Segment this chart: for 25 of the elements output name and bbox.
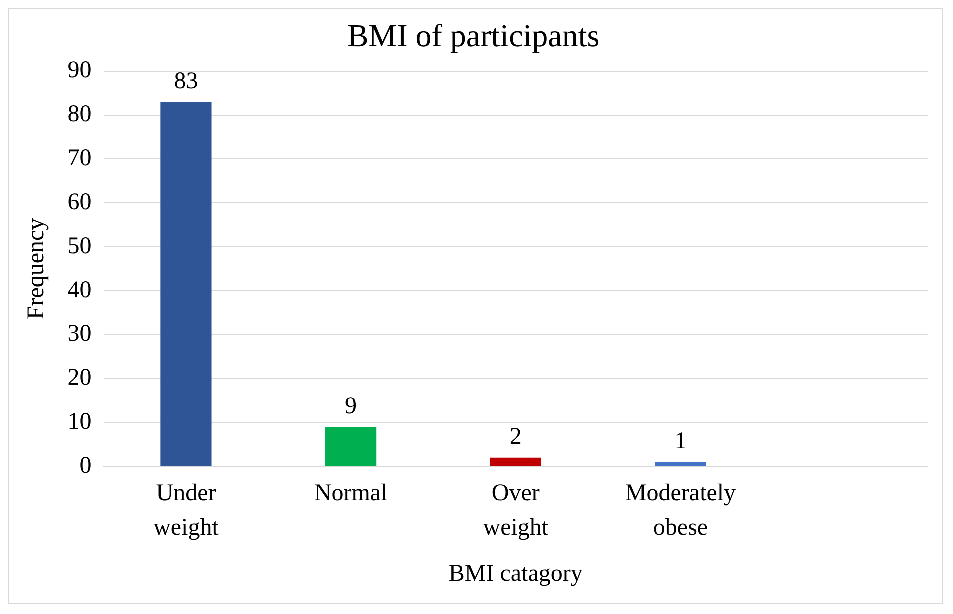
y-tick-label: 20 <box>68 365 92 392</box>
y-tick-label: 70 <box>68 146 92 172</box>
chart-title: BMI of participants <box>347 18 600 54</box>
bar <box>655 462 706 466</box>
x-tick-label: Under weight <box>154 480 220 542</box>
y-tick-label: 60 <box>68 189 92 216</box>
y-tick-label: 50 <box>68 233 92 260</box>
y-axis-title: Frequency <box>24 218 50 320</box>
bar <box>160 102 212 466</box>
bar <box>326 427 377 466</box>
bar <box>490 458 542 466</box>
x-tick-label: Over weight <box>483 480 549 542</box>
x-axis-title: BMI catagory <box>448 560 583 587</box>
data-label: 2 <box>510 424 522 450</box>
data-label: 83 <box>174 68 198 94</box>
y-tick-label: 10 <box>68 408 92 435</box>
data-label: 1 <box>674 428 687 455</box>
y-tick-label: 80 <box>68 102 92 128</box>
x-tick-label: Normal <box>314 480 388 506</box>
y-tick-label: 0 <box>80 452 92 479</box>
y-tick-label: 30 <box>68 321 92 348</box>
y-tick-label: 40 <box>68 277 92 304</box>
data-label: 9 <box>345 393 358 420</box>
y-tick-label: 90 <box>68 58 92 84</box>
x-tick-label: Moderately obese <box>625 480 736 542</box>
